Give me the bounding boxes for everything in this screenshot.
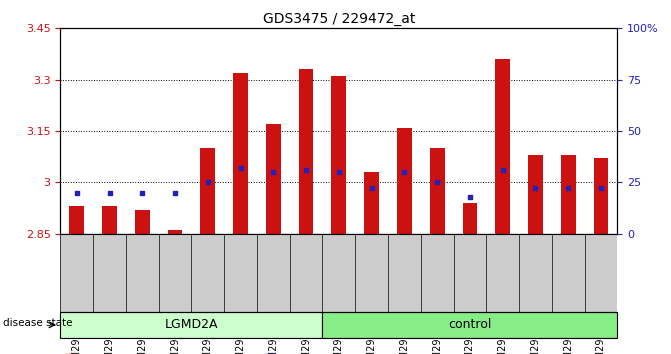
Bar	[528, 155, 543, 234]
Point	[268, 169, 278, 175]
Bar	[69, 206, 84, 234]
Text: LGMD2A: LGMD2A	[164, 318, 218, 331]
Point	[203, 179, 213, 185]
Bar	[201, 148, 215, 234]
Bar	[102, 206, 117, 234]
Bar	[299, 69, 313, 234]
Text: disease state: disease state	[3, 319, 73, 329]
Point	[137, 190, 148, 195]
Point	[596, 185, 607, 191]
Point	[431, 179, 442, 185]
Point	[399, 169, 410, 175]
Point	[236, 165, 246, 171]
Bar	[397, 127, 412, 234]
Point	[366, 185, 377, 191]
Point	[71, 190, 82, 195]
Point	[104, 190, 115, 195]
Point	[497, 167, 508, 173]
Text: control: control	[448, 318, 492, 331]
Bar	[323, 312, 617, 338]
Point	[464, 194, 475, 200]
Bar	[60, 312, 323, 338]
Bar	[168, 230, 183, 234]
Bar	[462, 203, 477, 234]
Bar	[594, 158, 609, 234]
Point	[301, 167, 311, 173]
Point	[170, 190, 180, 195]
Bar	[561, 155, 576, 234]
Bar	[234, 73, 248, 234]
Bar	[495, 59, 510, 234]
Point	[530, 185, 541, 191]
Title: GDS3475 / 229472_at: GDS3475 / 229472_at	[262, 12, 415, 26]
Bar	[135, 210, 150, 234]
Point	[563, 185, 574, 191]
Bar	[364, 172, 379, 234]
Bar	[429, 148, 444, 234]
Point	[333, 169, 344, 175]
Bar	[266, 124, 280, 234]
Bar	[331, 76, 346, 234]
